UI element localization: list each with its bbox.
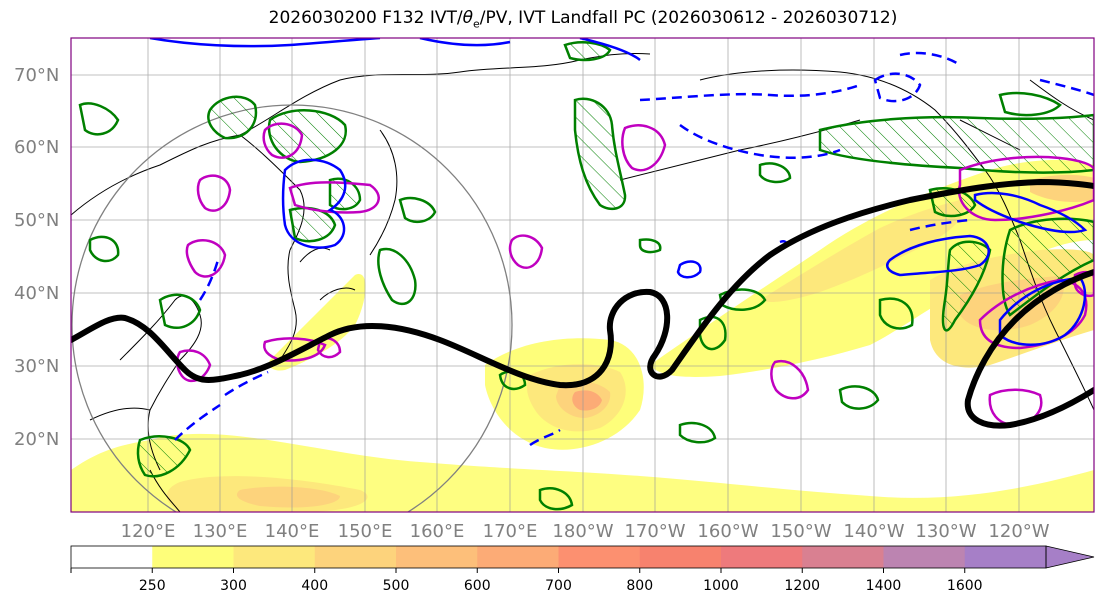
title-theta: θ <box>462 8 473 28</box>
lat-label: 70°N <box>14 65 59 86</box>
title-suffix: /PV, IVT Landfall PC (2026030612 - 20260… <box>479 8 898 28</box>
lon-label: 140°W <box>843 521 904 542</box>
lat-label: 40°N <box>14 283 59 304</box>
colorbar-segment <box>233 546 316 568</box>
lon-label: 120°W <box>988 521 1049 542</box>
colorbar-segment <box>477 546 559 568</box>
colorbar-segment <box>71 546 153 568</box>
colorbar-segment <box>721 546 803 568</box>
colorbar-segment <box>558 546 641 568</box>
colorbar-tick-label: 600 <box>464 578 491 594</box>
lon-label: 120°E <box>121 521 176 542</box>
colorbar-labels: 250 300 400 500 600 700 800 1000 1200 1400 1600 <box>139 578 983 594</box>
theta-e-contours <box>149 38 1088 346</box>
landfall-contour <box>71 178 1094 429</box>
colorbar-tick-label: 300 <box>220 578 247 594</box>
lat-label: 20°N <box>14 429 59 450</box>
colorbar-segment <box>964 546 1047 568</box>
lon-label: 130°W <box>915 521 976 542</box>
latitude-labels: 70°N 60°N 50°N 40°N 30°N 20°N <box>14 65 59 450</box>
lat-label: 50°N <box>14 210 59 231</box>
colorbar-tick-label: 1200 <box>784 578 820 594</box>
colorbar-segments <box>71 546 1047 568</box>
range-circle <box>71 104 513 512</box>
lat-label: 60°N <box>14 137 59 158</box>
colorbar-tick-label: 1400 <box>866 578 902 594</box>
title-prefix: 2026030200 F132 IVT/ <box>268 8 463 28</box>
colorbar-segment <box>802 546 884 568</box>
lon-label: 150°E <box>338 521 393 542</box>
map-frame <box>70 37 1095 513</box>
colorbar-extend-arrow <box>1045 545 1095 569</box>
colorbar-tick-label: 500 <box>383 578 410 594</box>
lat-label: 30°N <box>14 356 59 377</box>
colorbar-tick-label: 1600 <box>947 578 983 594</box>
lon-label: 180°W <box>552 521 613 542</box>
lon-label: 140°E <box>265 521 320 542</box>
colorbar-segment <box>639 546 722 568</box>
theta-e-dashed-contours <box>174 51 1094 447</box>
map-title: 2026030200 F132 IVT/θe/PV, IVT Landfall … <box>0 8 1105 30</box>
title-sub: e <box>472 17 480 31</box>
colorbar-ticks <box>70 568 966 573</box>
colorbar-tick-label: 250 <box>139 578 166 594</box>
lon-label: 130°E <box>193 521 248 542</box>
colorbar: 250 300 400 500 600 700 800 1000 1200 1400 1600 <box>70 545 1095 594</box>
colorbar-tick-label: 400 <box>301 578 328 594</box>
gridlines <box>71 38 1094 512</box>
colorbar-tick-label: 800 <box>626 578 653 594</box>
lon-label: 170°W <box>624 521 685 542</box>
colorbar-tick-label: 1000 <box>703 578 739 594</box>
lon-label: 160°W <box>697 521 758 542</box>
colorbar-segment <box>314 546 397 568</box>
lon-label: 170°E <box>483 521 538 542</box>
colorbar-tick-label: 700 <box>545 578 572 594</box>
map-area <box>71 38 1094 512</box>
colorbar-segment <box>396 546 478 568</box>
lon-label: 150°W <box>770 521 831 542</box>
lon-label: 160°E <box>410 521 465 542</box>
colorbar-segment <box>883 546 966 568</box>
longitude-labels: 120°E 130°E 140°E 150°E 160°E 170°E 180°… <box>121 521 1050 542</box>
colorbar-segment <box>152 546 234 568</box>
